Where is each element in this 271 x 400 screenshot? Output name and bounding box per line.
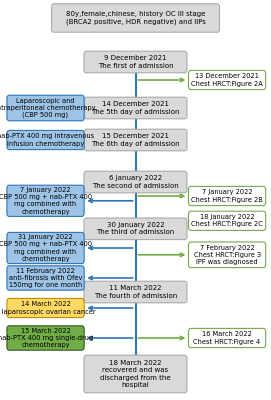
Text: 15 December 2021
The 6th day of admission: 15 December 2021 The 6th day of admissio… <box>91 133 180 147</box>
FancyBboxPatch shape <box>189 186 266 206</box>
FancyBboxPatch shape <box>189 70 266 90</box>
Text: 7 January 2022
CBP 500 mg + nab-PTX 400
mg combined with
chemotherapy: 7 January 2022 CBP 500 mg + nab-PTX 400 … <box>0 187 92 215</box>
FancyBboxPatch shape <box>189 328 266 348</box>
FancyBboxPatch shape <box>84 355 187 393</box>
FancyBboxPatch shape <box>7 130 84 150</box>
FancyBboxPatch shape <box>51 4 220 32</box>
FancyBboxPatch shape <box>84 171 187 193</box>
Text: 18 March 2022
recovered and was
discharged from the
hospital: 18 March 2022 recovered and was discharg… <box>100 360 171 388</box>
FancyBboxPatch shape <box>189 211 266 230</box>
FancyBboxPatch shape <box>84 51 187 73</box>
Text: 16 March 2022
Chest HRCT:Figure 4: 16 March 2022 Chest HRCT:Figure 4 <box>193 331 261 345</box>
Text: 11 February 2022
anti-fibrosis with Ofev
150mg for one month: 11 February 2022 anti-fibrosis with Ofev… <box>9 268 82 288</box>
FancyBboxPatch shape <box>7 95 84 121</box>
Text: 7 February 2022
Chest HRCT:Figure 3
IPF was diagnosed: 7 February 2022 Chest HRCT:Figure 3 IPF … <box>193 244 261 265</box>
FancyBboxPatch shape <box>84 281 187 303</box>
FancyBboxPatch shape <box>7 326 84 350</box>
FancyBboxPatch shape <box>7 266 84 290</box>
Text: 31 January 2022
CBP 500 mg + nab-PTX 400
mg combined with
chemotherapy: 31 January 2022 CBP 500 mg + nab-PTX 400… <box>0 234 92 262</box>
FancyBboxPatch shape <box>84 218 187 240</box>
Text: 13 December 2021
Chest HRCT:Figure 2A: 13 December 2021 Chest HRCT:Figure 2A <box>191 73 263 87</box>
FancyBboxPatch shape <box>84 129 187 151</box>
Text: 9 December 2021
The first of admission: 9 December 2021 The first of admission <box>98 55 173 69</box>
Text: 7 January 2022
Chest HRCT:Figure 2B: 7 January 2022 Chest HRCT:Figure 2B <box>191 189 263 203</box>
FancyBboxPatch shape <box>7 185 84 216</box>
FancyBboxPatch shape <box>7 232 84 264</box>
FancyBboxPatch shape <box>84 97 187 119</box>
Text: nab-PTX 400 mg intravenous
infusion chemotherapy: nab-PTX 400 mg intravenous infusion chem… <box>0 133 94 147</box>
Text: Laparoscopic and
Intraperitoneal chemotherapy
(CBP 500 mg): Laparoscopic and Intraperitoneal chemoth… <box>0 98 96 118</box>
Text: 6 January 2022
The second of admission: 6 January 2022 The second of admission <box>92 175 179 189</box>
Text: 18 January 2022
Chest HRCT:Figure 2C: 18 January 2022 Chest HRCT:Figure 2C <box>191 214 263 228</box>
Text: 11 March 2022
The fourth of admission: 11 March 2022 The fourth of admission <box>94 285 177 299</box>
FancyBboxPatch shape <box>7 298 84 318</box>
Text: 14 December 2021
The 5th day of admission: 14 December 2021 The 5th day of admissio… <box>91 101 180 115</box>
FancyBboxPatch shape <box>189 242 266 268</box>
Text: 15 March 2022
nab-PTX 400 mg single-drug
chemotherapy: 15 March 2022 nab-PTX 400 mg single-drug… <box>0 328 93 348</box>
Text: 14 March 2022
A laparoscopic ovarian cancer: 14 March 2022 A laparoscopic ovarian can… <box>0 301 96 315</box>
Text: 30 January 2022
The third of admission: 30 January 2022 The third of admission <box>96 222 175 236</box>
Text: 80y,female,chinese, history OC III stage
(BRCA2 positive, HDR negative) and IIPs: 80y,female,chinese, history OC III stage… <box>66 11 205 25</box>
